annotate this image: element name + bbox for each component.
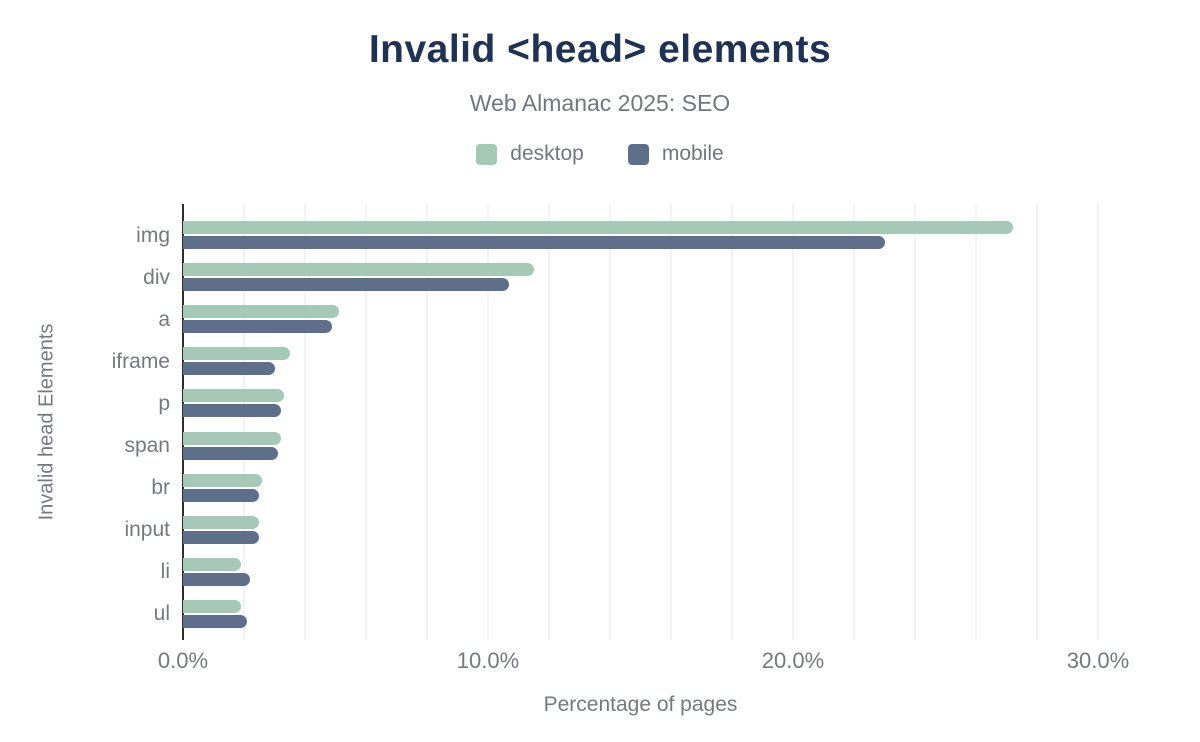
- gridline: [365, 204, 367, 640]
- gridline: [548, 204, 550, 640]
- chart-subtitle: Web Almanac 2025: SEO: [469, 90, 731, 116]
- bar-mobile-li: [183, 572, 251, 586]
- bar-mobile-br: [183, 488, 260, 502]
- gridline: [609, 204, 611, 640]
- legend-item-desktop[interactable]: desktop: [476, 142, 584, 166]
- gridline: [975, 204, 977, 640]
- x-axis-title: Percentage of pages: [543, 693, 738, 716]
- bar-mobile-input: [183, 530, 260, 544]
- chart-title: Invalid <head> elements: [368, 28, 832, 71]
- x-tick-label-30.0%: 30.0%: [1066, 648, 1130, 673]
- bar-mobile-img: [183, 236, 885, 249]
- gridline: [1097, 204, 1099, 640]
- y-tick-label-ul: ul: [153, 602, 170, 626]
- x-tick-label-20.0%: 20.0%: [761, 648, 825, 673]
- gridline: [487, 204, 489, 640]
- gridline: [1036, 204, 1038, 640]
- y-tick-label-li: li: [160, 560, 170, 584]
- bar-desktop-p: [183, 389, 284, 403]
- bar-desktop-img: [183, 221, 1013, 234]
- bar-desktop-div: [183, 263, 534, 277]
- y-tick-label-span: span: [124, 434, 170, 457]
- bar-desktop-a: [183, 305, 339, 319]
- gridline: [914, 204, 916, 640]
- y-axis-line: [182, 204, 184, 640]
- y-tick-label-p: p: [158, 391, 170, 415]
- gridline: [792, 204, 794, 640]
- legend-item-mobile[interactable]: mobile: [627, 142, 724, 166]
- bar-desktop-ul: [183, 599, 241, 613]
- mobile-series-swatch: [627, 143, 649, 165]
- gridline: [853, 204, 855, 640]
- y-tick-label-input: input: [124, 518, 170, 542]
- gridline: [426, 204, 428, 640]
- bar-mobile-ul: [183, 614, 248, 628]
- bar-desktop-li: [183, 557, 241, 571]
- legend: desktop mobile: [0, 142, 1200, 166]
- y-tick-label-a: a: [158, 307, 170, 331]
- desktop-series-swatch: [476, 143, 498, 165]
- mobile-series-label: mobile: [661, 142, 724, 165]
- desktop-series-label: desktop: [510, 142, 584, 165]
- bar-desktop-br: [183, 473, 263, 487]
- bar-mobile-span: [183, 446, 278, 460]
- y-tick-label-br: br: [151, 476, 170, 500]
- bar-mobile-p: [183, 404, 281, 418]
- gridline: [243, 204, 245, 640]
- bar-desktop-iframe: [183, 347, 290, 361]
- y-tick-label-img: img: [136, 223, 170, 247]
- x-tick-label-10.0%: 10.0%: [456, 648, 520, 673]
- y-tick-label-iframe: iframe: [111, 349, 170, 373]
- bar-mobile-div: [183, 278, 510, 292]
- bar-desktop-input: [183, 515, 260, 529]
- y-tick-label-div: div: [143, 265, 170, 289]
- x-tick-label-0.0%: 0.0%: [157, 648, 209, 673]
- gridline: [670, 204, 672, 640]
- gridline: [731, 204, 733, 640]
- bar-desktop-span: [183, 431, 281, 445]
- gridline: [304, 204, 306, 640]
- bar-mobile-a: [183, 320, 333, 334]
- bar-mobile-iframe: [183, 362, 275, 376]
